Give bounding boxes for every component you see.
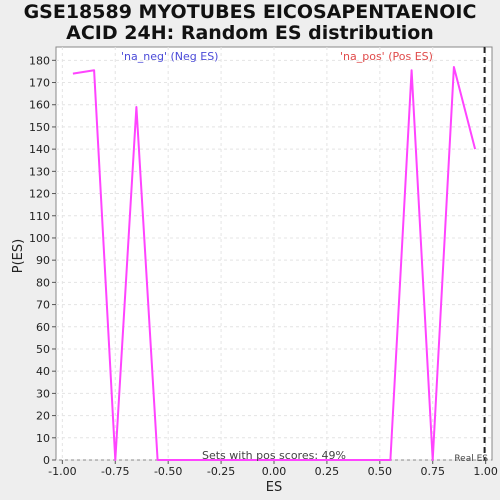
- x-axis-ticks: -1.00 -0.75 -0.50 -0.25 0.00 0.25 0.50 0.75 1.00: [48, 460, 498, 478]
- y-tick-label: 30: [36, 387, 50, 400]
- y-tick-label: 90: [36, 254, 50, 267]
- y-tick-label: 70: [36, 299, 50, 312]
- x-axis-label: ES: [266, 480, 282, 495]
- y-tick-label: 110: [29, 210, 50, 223]
- y-axis-label: P(ES): [11, 239, 26, 273]
- y-tick-label: 50: [36, 343, 50, 356]
- y-tick-label: 160: [29, 99, 50, 112]
- y-tick-label: 180: [29, 54, 50, 67]
- x-tick-label: 0.75: [420, 465, 445, 478]
- legend-pos-label: 'na_pos' (Pos ES): [340, 50, 433, 63]
- x-tick-label: 0.50: [368, 465, 393, 478]
- x-tick-label: 0.00: [262, 465, 287, 478]
- es-distribution-line: [72, 66, 477, 461]
- chart-title-line2: ACID 24H: Random ES distribution: [66, 22, 434, 44]
- series-layer: [72, 66, 477, 461]
- y-tick-label: 80: [36, 276, 50, 289]
- y-tick-label: 10: [36, 432, 50, 445]
- legend-neg-label: 'na_neg' (Neg ES): [121, 50, 218, 63]
- x-tick-label: 1.00: [473, 465, 498, 478]
- y-axis-ticks: 0 10 20 30 40 50 60 70 80 90 100 110 120 130 140 150 160…: [29, 54, 56, 467]
- y-tick-label: 150: [29, 121, 50, 134]
- y-tick-label: 0: [43, 454, 50, 467]
- grid: [56, 47, 492, 461]
- x-tick-label: -0.50: [154, 465, 182, 478]
- y-tick-label: 140: [29, 143, 50, 156]
- y-tick-label: 40: [36, 365, 50, 378]
- y-tick-label: 20: [36, 410, 50, 423]
- x-tick-label: 0.25: [315, 465, 340, 478]
- chart-title-line1: GSE18589 MYOTUBES EICOSAPENTAENOIC: [23, 1, 477, 23]
- y-tick-label: 120: [29, 188, 50, 201]
- y-tick-label: 100: [29, 232, 50, 245]
- x-tick-label: -0.25: [207, 465, 235, 478]
- pos-scores-note: Sets with pos scores: 49%: [202, 449, 346, 462]
- y-tick-label: 60: [36, 321, 50, 334]
- x-tick-label: -0.75: [101, 465, 129, 478]
- x-tick-label: -1.00: [48, 465, 76, 478]
- y-tick-label: 130: [29, 165, 50, 178]
- y-tick-label: 170: [29, 77, 50, 90]
- real-es-label: Real ES: [454, 454, 488, 464]
